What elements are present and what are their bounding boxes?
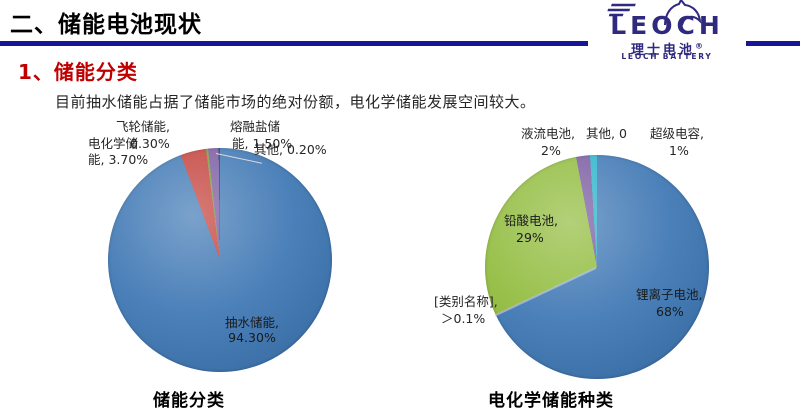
label-electrochemical-line1: 电化学储: [88, 136, 139, 151]
label-supercap-line1: 超级电容,: [650, 126, 704, 141]
label-lithium-line1: 锂离子电池,: [636, 287, 703, 302]
label-flow-line2: 2%: [541, 143, 561, 158]
label-lead-acid-line1: 铅酸电池,: [504, 213, 558, 228]
label-pumped-storage: 抽水储能, 94.30%: [204, 315, 300, 345]
label-molten-salt-line2: 能, 1.50%: [232, 136, 293, 151]
logo-en-name: LEOCH BATTERY: [621, 52, 713, 61]
logo-cn-name: 理士电池®: [630, 41, 703, 58]
page-title: 二、储能电池现状: [10, 12, 202, 38]
horse-logo-icon: [607, 0, 702, 26]
label-other-right: 其他, 0: [586, 126, 627, 141]
intro-text: 目前抽水储能占据了储能市场的绝对份额，电化学储能发展空间较大。: [55, 93, 536, 111]
label-other-left: 其他, 0.20%: [254, 142, 327, 157]
left-chart-title: 储能分类: [153, 391, 225, 411]
label-pumped-line2: 94.30%: [228, 330, 276, 345]
pie-chart-energy-storage-classification: [108, 148, 332, 372]
leoch-logo: LEOCH 理士电池® LEOCH BATTERY: [588, 0, 746, 61]
registered-mark: ®: [695, 41, 703, 51]
label-flywheel-line1: 飞轮储能,: [116, 119, 170, 134]
label-flywheel-line2: 0.30%: [130, 136, 170, 151]
label-category-name-line2: ＞0.1%: [441, 311, 486, 326]
pie-chart-electrochemical-types: [485, 155, 709, 379]
label-category-name-line1: [类别名称],: [434, 294, 498, 309]
label-flow-line1: 液流电池,: [521, 126, 575, 141]
label-pumped-line1: 抽水储能,: [225, 315, 279, 330]
logo-wordmark: LEOCH: [610, 11, 724, 40]
divider-line-left: [0, 41, 588, 46]
right-chart-title: 电化学储能种类: [488, 391, 614, 411]
label-electrochemical-line2: 能, 3.70%: [88, 152, 149, 167]
section-title: 1、储能分类: [18, 60, 138, 84]
label-lithium-line2: 68%: [656, 304, 684, 319]
label-supercap-line2: 1%: [669, 143, 689, 158]
label-molten-salt-line1: 熔融盐储: [230, 119, 281, 134]
divider-line-right: [746, 41, 800, 46]
label-lead-acid-line2: 29%: [516, 230, 544, 245]
